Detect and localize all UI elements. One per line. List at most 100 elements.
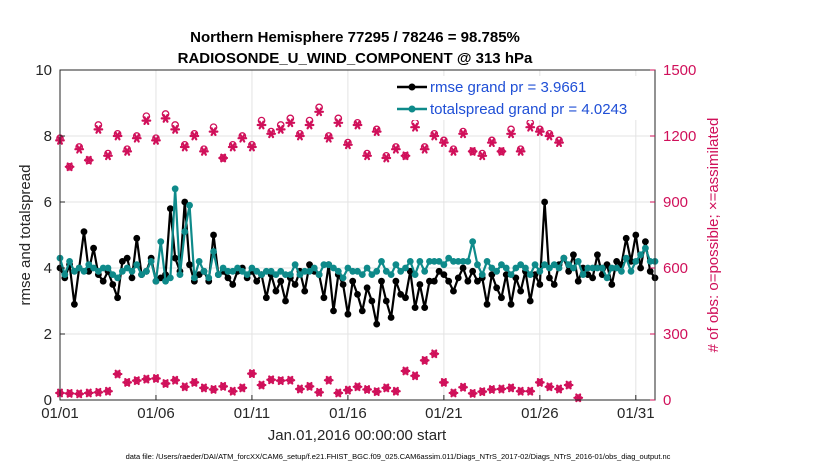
rmse-point: [502, 271, 510, 278]
rmse-point: [416, 281, 424, 288]
y-tick-label-right: 300: [663, 326, 688, 343]
obs-assimilated-marker: [247, 142, 257, 152]
totalspread-point: [512, 264, 520, 272]
obs-low-assimilated-marker: [506, 383, 516, 393]
totalspread-point: [195, 258, 203, 265]
rmse-point: [186, 261, 193, 269]
obs-assimilated-marker: [534, 127, 545, 136]
obs-assimilated-marker: [314, 107, 325, 117]
obs-low-assimilated-marker: [333, 388, 344, 398]
y-tick-label-right: 1500: [663, 62, 696, 79]
rmse-point: [181, 198, 189, 206]
obs-assimilated-marker: [122, 147, 133, 156]
y-axis-left-label: rmse and totalspread: [17, 165, 34, 306]
x-tick-label: 01/06: [137, 405, 175, 422]
rmse-point: [90, 244, 97, 252]
totalspread-point: [147, 258, 155, 265]
totalspread-point: [440, 261, 448, 269]
rmse-point: [157, 274, 165, 282]
obs-assimilated-marker: [429, 131, 440, 141]
obs-low-assimilated-marker: [304, 381, 315, 391]
totalspread-point: [176, 271, 184, 278]
totalspread-point: [291, 261, 299, 269]
obs-assimilated-marker: [304, 120, 315, 130]
rmse-point: [541, 198, 549, 206]
rmse-point: [445, 277, 453, 285]
rmse-point: [378, 277, 385, 285]
rmse-point: [411, 304, 419, 311]
rmse-point: [632, 231, 640, 239]
obs-low-assimilated-marker: [160, 379, 171, 388]
rmse-point: [459, 264, 467, 272]
obs-assimilated-marker: [419, 144, 430, 154]
rmse-point: [526, 297, 534, 305]
totalspread-point: [190, 274, 198, 282]
totalspread-point: [522, 264, 529, 272]
totalspread-point: [253, 267, 261, 275]
rmse-point: [253, 277, 261, 285]
legend: rmse grand pr = 3.9661 totalspread grand…: [393, 76, 648, 120]
obs-assimilated-marker: [390, 144, 401, 154]
obs-assimilated-marker: [74, 144, 85, 154]
totalspread-point: [296, 271, 304, 278]
totalspread-point: [642, 244, 649, 252]
rmse-point: [584, 271, 592, 278]
rmse-point: [517, 287, 525, 295]
rmse-point: [550, 281, 558, 288]
totalspread-point: [517, 261, 525, 269]
obs-assimilated-marker: [64, 162, 75, 172]
rmse-point: [613, 258, 621, 265]
obs-assimilated-marker: [515, 147, 526, 156]
rmse-point: [642, 238, 649, 246]
rmse-point: [574, 277, 582, 285]
obs-low-assimilated-marker: [477, 387, 488, 397]
obs-low-assimilated-marker: [381, 383, 392, 393]
obs-low-assimilated-marker: [390, 386, 401, 396]
totalspread-point: [584, 264, 592, 272]
rmse-point: [229, 281, 237, 288]
obs-low-assimilated-marker: [189, 378, 200, 387]
totalspread-point: [608, 264, 616, 272]
rmse-point: [570, 251, 577, 259]
totalspread-point: [469, 238, 477, 246]
chart-subtitle: RADIOSONDE_U_WIND_COMPONENT @ 313 hPa: [178, 50, 533, 67]
obs-low-assimilated-marker: [525, 386, 536, 396]
obs-assimilated-marker: [237, 133, 248, 143]
legend-box: [393, 76, 648, 120]
totalspread-point: [229, 267, 237, 275]
totalspread-point: [555, 264, 563, 272]
obs-low-assimilated-marker: [93, 387, 104, 397]
totalspread-point: [286, 271, 294, 278]
totalspread-point: [344, 264, 352, 272]
rmse-point: [488, 271, 496, 278]
rmse-point: [171, 254, 179, 262]
totalspread-point: [430, 258, 438, 265]
totalspread-point: [339, 274, 347, 282]
obs-low-assimilated-marker: [352, 382, 363, 392]
rmse-point: [536, 281, 544, 288]
obs-low-assimilated-marker: [83, 388, 94, 398]
totalspread-point: [315, 271, 323, 278]
rmse-point: [435, 267, 443, 275]
obs-low-assimilated-marker: [563, 380, 574, 390]
x-tick-label: 01/01: [41, 405, 79, 422]
rmse-point: [301, 287, 309, 295]
totalspread-point: [123, 264, 131, 272]
obs-assimilated-marker: [160, 114, 171, 123]
series-layer: [55, 103, 659, 403]
totalspread-point: [310, 264, 318, 272]
totalspread-point: [334, 267, 342, 275]
totalspread-point: [118, 267, 126, 275]
rmse-point: [637, 264, 645, 272]
totalspread-point: [632, 258, 640, 265]
totalspread-point: [536, 267, 544, 275]
obs-low-assimilated-marker: [323, 375, 334, 385]
obs-low-assimilated-marker: [343, 385, 353, 395]
totalspread-point: [243, 271, 251, 278]
totalspread-point: [445, 254, 453, 262]
obs-assimilated-marker: [352, 120, 363, 130]
obs-assimilated-marker: [506, 129, 516, 139]
totalspread-point: [570, 264, 577, 272]
obs-low-assimilated-marker: [122, 378, 133, 387]
totalspread-point: [627, 267, 635, 275]
